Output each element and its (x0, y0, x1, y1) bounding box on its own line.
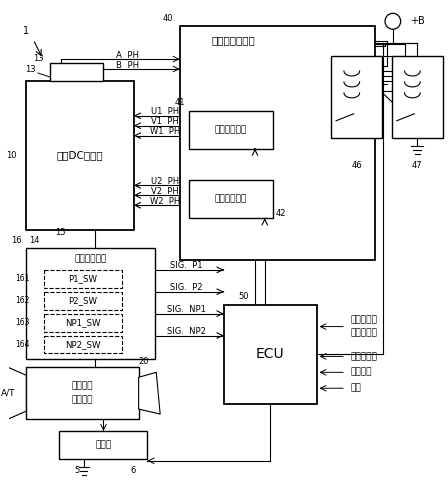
Text: NP2_SW: NP2_SW (65, 340, 101, 349)
Text: B  PH: B PH (116, 60, 139, 70)
Text: W2  PH: W2 PH (150, 197, 180, 206)
Text: 输出轴传感器: 输出轴传感器 (75, 254, 107, 264)
Bar (44, 270, 122, 288)
Text: 螺线管: 螺线管 (95, 440, 112, 450)
Text: 驾驶员请求: 驾驶员请求 (351, 315, 378, 324)
Text: 13: 13 (33, 54, 43, 62)
Text: A/T: A/T (1, 388, 16, 398)
Text: 47: 47 (412, 161, 422, 170)
Text: SIG.  P2: SIG. P2 (170, 284, 203, 292)
Bar (44, 292, 122, 310)
Bar (44, 314, 122, 332)
Bar (190, 111, 272, 148)
Polygon shape (139, 372, 160, 414)
Text: V1  PH: V1 PH (151, 117, 179, 126)
Text: 制动器开关: 制动器开关 (351, 352, 378, 361)
Text: SIG.  NP2: SIG. NP2 (167, 327, 206, 336)
Polygon shape (0, 362, 26, 424)
Text: 发动机驱动器: 发动机驱动器 (215, 195, 247, 204)
Text: 无刷DC发动机: 无刷DC发动机 (57, 150, 103, 160)
Text: 发动机驱动器: 发动机驱动器 (215, 125, 247, 134)
Bar (190, 180, 272, 218)
Text: 5: 5 (74, 466, 80, 475)
Text: 1: 1 (23, 26, 29, 36)
Text: 164: 164 (15, 340, 30, 349)
Text: 16: 16 (11, 236, 22, 244)
Text: 50: 50 (238, 292, 249, 301)
Bar (392, 56, 443, 138)
Text: SIG.  NP1: SIG. NP1 (167, 305, 206, 314)
Text: 换挡范围: 换挡范围 (72, 382, 93, 390)
Text: 10: 10 (6, 151, 17, 160)
Bar (50, 63, 103, 81)
Bar (26, 368, 139, 419)
Text: 换挡范围控制器: 换挡范围控制器 (211, 35, 255, 45)
Bar (224, 304, 317, 404)
Text: 15: 15 (56, 228, 66, 236)
Text: 163: 163 (15, 318, 30, 327)
Text: A  PH: A PH (116, 50, 139, 59)
Text: V2  PH: V2 PH (151, 187, 179, 196)
Text: SIG.  P1: SIG. P1 (170, 262, 203, 270)
Text: 6: 6 (130, 466, 135, 475)
Bar (44, 336, 122, 353)
Text: 40: 40 (163, 14, 173, 23)
Bar (331, 56, 382, 138)
Bar (180, 26, 375, 260)
Text: 切换机构: 切换机构 (72, 396, 93, 404)
Text: 20: 20 (138, 357, 149, 366)
Text: ECU: ECU (256, 348, 284, 362)
Text: 车速: 车速 (351, 384, 362, 392)
Text: 油门开度: 油门开度 (351, 368, 372, 377)
Text: 46: 46 (351, 161, 362, 170)
Bar (26, 81, 134, 230)
Text: 42: 42 (275, 208, 286, 218)
Text: U1  PH: U1 PH (151, 108, 179, 116)
Text: 的换挡范围: 的换挡范围 (351, 328, 378, 337)
Text: W1  PH: W1 PH (150, 127, 180, 136)
Text: +B: +B (410, 16, 425, 26)
Bar (26, 248, 155, 360)
Text: 162: 162 (15, 296, 30, 305)
Text: 161: 161 (15, 274, 30, 283)
Bar (60, 431, 147, 459)
Text: 14: 14 (29, 236, 39, 244)
Text: U2  PH: U2 PH (151, 177, 179, 186)
Text: P2_SW: P2_SW (69, 296, 97, 305)
Text: 41: 41 (174, 98, 185, 108)
Text: NP1_SW: NP1_SW (65, 318, 101, 327)
Text: 13: 13 (25, 64, 35, 74)
Text: P1_SW: P1_SW (69, 274, 97, 283)
